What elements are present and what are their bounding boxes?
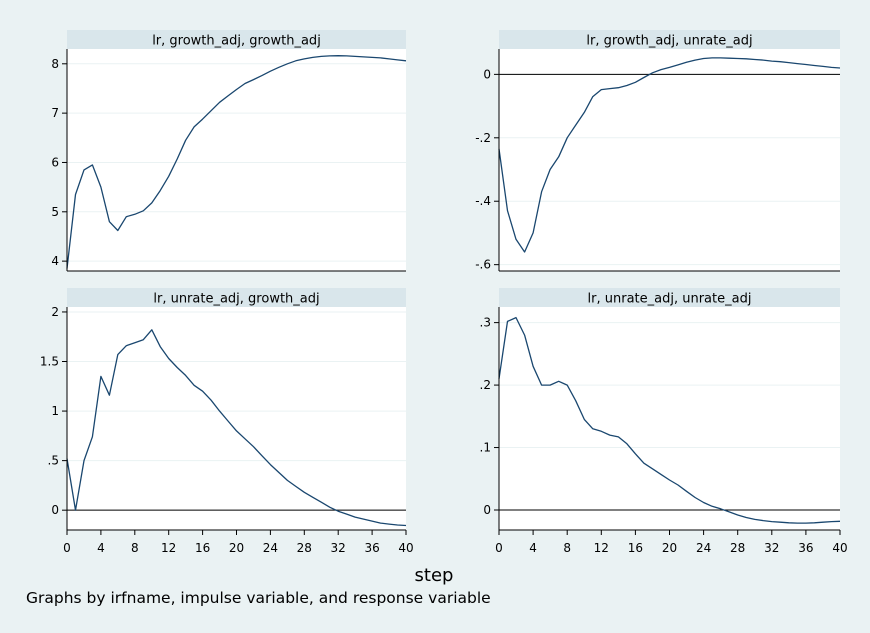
x-tick-label: 16 — [628, 541, 643, 555]
x-tick-label: 12 — [594, 541, 609, 555]
y-tick-label: 2 — [51, 305, 59, 319]
y-tick-label: 4 — [51, 254, 59, 268]
x-tick-label: 32 — [331, 541, 346, 555]
y-tick-label: 0 — [483, 67, 491, 81]
x-tick-label: 24 — [263, 541, 278, 555]
panel-4: lr, unrate_adj, unrate_adj 0 .1 .2 .3 0 4 8 12 16… — [480, 288, 848, 555]
panel-strip — [499, 288, 840, 307]
x-tick-label: 28 — [730, 541, 745, 555]
x-tick-label: 4 — [529, 541, 537, 555]
x-tick-label: 16 — [195, 541, 210, 555]
x-tick-label: 40 — [398, 541, 413, 555]
irf-line — [498, 316, 841, 524]
x-tick-label: 8 — [131, 541, 139, 555]
irf-line — [66, 329, 407, 527]
y-tick-label: .1 — [480, 441, 491, 455]
y-tick-label: 1 — [51, 404, 59, 418]
plot-area — [499, 307, 840, 530]
plot-area — [67, 49, 406, 271]
x-tick-label: 20 — [662, 541, 677, 555]
figure-note: Graphs by irfname, impulse variable, and… — [26, 589, 491, 607]
y-tick-label: -.2 — [475, 131, 491, 145]
y-tick-label: .5 — [48, 454, 59, 468]
x-tick-label: 36 — [798, 541, 813, 555]
y-tick-label: 6 — [51, 155, 59, 169]
x-tick-label: 24 — [696, 541, 711, 555]
panel-title: lr, unrate_adj, unrate_adj — [588, 292, 752, 307]
panel-title: lr, growth_adj, growth_adj — [152, 34, 321, 49]
x-tick-label: 40 — [832, 541, 847, 555]
x-tick-label: 12 — [161, 541, 176, 555]
y-tick-label: 0 — [483, 503, 491, 517]
x-tick-label: 0 — [63, 541, 71, 555]
x-tick-label: 36 — [364, 541, 379, 555]
x-tick-label: 32 — [764, 541, 779, 555]
x-tick-label: 8 — [563, 541, 571, 555]
y-tick-label: -.6 — [475, 258, 491, 272]
y-tick-label: -.4 — [475, 194, 491, 208]
panel-strip — [499, 30, 840, 49]
panel-2: lr, growth_adj, unrate_adj 0 -.2 -.4 -.6 — [475, 30, 841, 272]
x-tick-label: 0 — [495, 541, 503, 555]
y-tick-label: 7 — [51, 106, 59, 120]
panel-title: lr, growth_adj, unrate_adj — [586, 34, 752, 49]
y-tick-label: 0 — [51, 503, 59, 517]
plot-area — [499, 49, 840, 271]
y-tick-label: 5 — [51, 205, 59, 219]
y-tick-label: 1.5 — [40, 355, 59, 369]
y-tick-label: .2 — [480, 378, 491, 392]
x-tick-label: 4 — [97, 541, 105, 555]
irf-line — [66, 55, 407, 269]
irf-line — [498, 57, 841, 253]
x-tick-label: 28 — [297, 541, 312, 555]
panel-1: lr, growth_adj, growth_adj 4 5 6 7 8 — [51, 30, 407, 272]
y-tick-label: 8 — [51, 57, 59, 71]
panel-title: lr, unrate_adj, growth_adj — [153, 292, 319, 307]
x-axis-title: step — [415, 565, 454, 586]
x-tick-label: 20 — [229, 541, 244, 555]
y-tick-label: .3 — [480, 316, 491, 330]
panel-strip — [67, 288, 406, 307]
panel-strip — [67, 30, 406, 49]
plot-area — [67, 307, 406, 530]
